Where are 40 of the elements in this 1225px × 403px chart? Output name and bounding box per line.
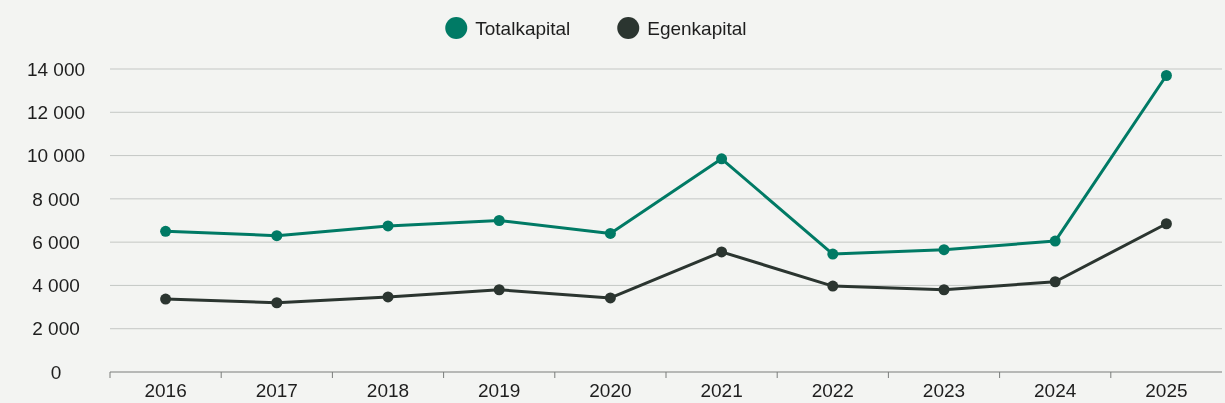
point — [604, 292, 616, 304]
x-tick-label: 2021 — [700, 380, 743, 401]
y-tick-label: 10 000 — [26, 145, 86, 167]
y-tick-label: 6 000 — [32, 231, 80, 253]
y-tick-label: 12 000 — [26, 101, 86, 123]
y-tick-label: 4 000 — [32, 275, 80, 297]
point — [160, 293, 172, 305]
y-tick-label: 8 000 — [32, 188, 80, 210]
x-tick-label: 2016 — [144, 380, 187, 401]
x-tick-label: 2019 — [478, 380, 521, 401]
point — [827, 280, 839, 292]
x-tick-label: 2022 — [811, 380, 854, 401]
point — [938, 244, 950, 256]
point — [493, 215, 505, 226]
point — [716, 153, 728, 165]
point — [938, 284, 950, 296]
point — [1049, 276, 1061, 288]
point — [1160, 218, 1172, 230]
point — [160, 225, 172, 237]
point — [382, 291, 394, 303]
x-tick-label: 2025 — [1145, 380, 1188, 401]
x-tick-label: 2024 — [1034, 380, 1077, 401]
x-tick-label: 2018 — [366, 380, 410, 401]
point — [271, 230, 283, 242]
x-tick-label: 2023 — [922, 380, 966, 401]
legend-label: Egenkapital — [647, 17, 747, 39]
point — [1160, 69, 1172, 81]
y-tick-label: 2 000 — [32, 318, 80, 340]
x-tick-label: 2017 — [255, 380, 298, 401]
legend-label: Totalkapital — [475, 17, 571, 39]
point — [827, 248, 839, 260]
point — [716, 246, 728, 258]
point — [382, 220, 394, 232]
x-tick-label: 2020 — [589, 380, 632, 401]
y-tick-label: 0 — [50, 361, 62, 383]
point — [271, 297, 283, 309]
point — [604, 227, 616, 239]
point — [1049, 235, 1061, 247]
y-tick-label: 14 000 — [26, 58, 86, 80]
point — [493, 284, 505, 296]
